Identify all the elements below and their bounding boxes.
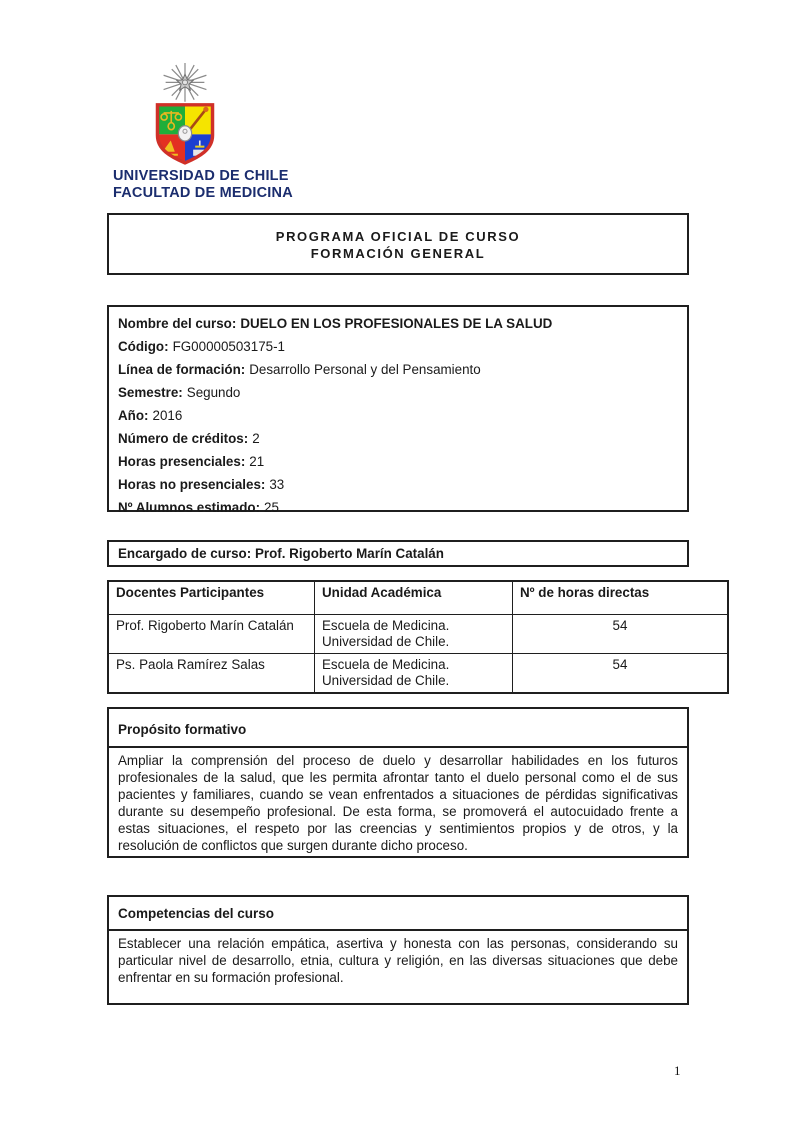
- field-formation-line: Línea de formación: Desarrollo Personal y…: [118, 362, 481, 377]
- lamp-icon: [193, 140, 207, 156]
- crest-star-icon: [163, 63, 207, 102]
- course-lead-label: Encargado de curso:: [118, 546, 252, 561]
- teacher-name: Ps. Paola Ramírez Salas: [107, 653, 315, 694]
- header-direct-hours: Nº de horas directas: [512, 580, 729, 615]
- faculty-name: FACULTAD DE MEDICINA: [113, 184, 293, 201]
- competencies-section-title: Competencias del curso: [107, 895, 689, 931]
- course-lead-value: Prof. Rigoberto Marín Catalán: [254, 546, 444, 561]
- teacher-name: Prof. Rigoberto Marín Catalán: [107, 614, 315, 654]
- teacher-hours: 54: [512, 614, 729, 654]
- document-title-line2: FORMACIÓN GENERAL: [310, 246, 486, 261]
- scales-icon: [160, 110, 183, 131]
- teachers-table-header-row: Docentes Participantes Unidad Académica …: [107, 580, 729, 615]
- teacher-unit: Escuela de Medicina. Universidad de Chil…: [314, 653, 513, 694]
- purpose-section-body: Ampliar la comprensión del proceso de du…: [107, 748, 689, 858]
- field-semester: Semestre: Segundo: [118, 385, 241, 400]
- teacher-hours: 54: [512, 653, 729, 694]
- field-code: Código: FG00000503175-1: [118, 339, 285, 354]
- header-teachers: Docentes Participantes: [107, 580, 315, 615]
- crest-shield: [155, 103, 215, 165]
- page-number: 1: [674, 1063, 681, 1078]
- table-row: Ps. Paola Ramírez Salas Escuela de Medic…: [107, 653, 729, 694]
- competencies-section-body: Establecer una relación empática, aserti…: [107, 931, 689, 1005]
- field-noncontact-hours: Horas no presenciales: 33: [118, 477, 285, 492]
- teachers-table: Docentes Participantes Unidad Académica …: [107, 580, 729, 694]
- field-course-name: Nombre del curso: DUELO EN LOS PROFESIONA…: [118, 316, 553, 331]
- university-crest-logo: [155, 63, 215, 165]
- purpose-section-title: Propósito formativo: [107, 707, 689, 748]
- header-academic-unit: Unidad Académica: [314, 580, 513, 615]
- field-estimated-students: Nº Alumnos estimado: 25: [118, 500, 279, 515]
- course-info-box: Nombre del curso: DUELO EN LOS PROFESIONA…: [107, 305, 689, 515]
- university-name: UNIVERSIDAD DE CHILE: [113, 168, 289, 184]
- document-title-box: PROGRAMA OFICIAL DE CURSO FORMACIÓN GENE…: [107, 213, 689, 275]
- torch-icon: [189, 106, 209, 131]
- course-lead-box: Encargado de curso: Prof. Rigoberto Marí…: [107, 540, 689, 567]
- organization-header: UNIVERSIDAD DE CHILE FACULTAD DE MEDICIN…: [113, 168, 293, 201]
- field-contact-hours: Horas presenciales: 21: [118, 454, 265, 469]
- teacher-unit: Escuela de Medicina. Universidad de Chil…: [314, 614, 513, 654]
- field-credits: Número de créditos: 2: [118, 431, 260, 446]
- document-title-line1: PROGRAMA OFICIAL DE CURSO: [275, 229, 521, 244]
- table-row: Prof. Rigoberto Marín Catalán Escuela de…: [107, 614, 729, 654]
- field-year: Año: 2016: [118, 408, 183, 423]
